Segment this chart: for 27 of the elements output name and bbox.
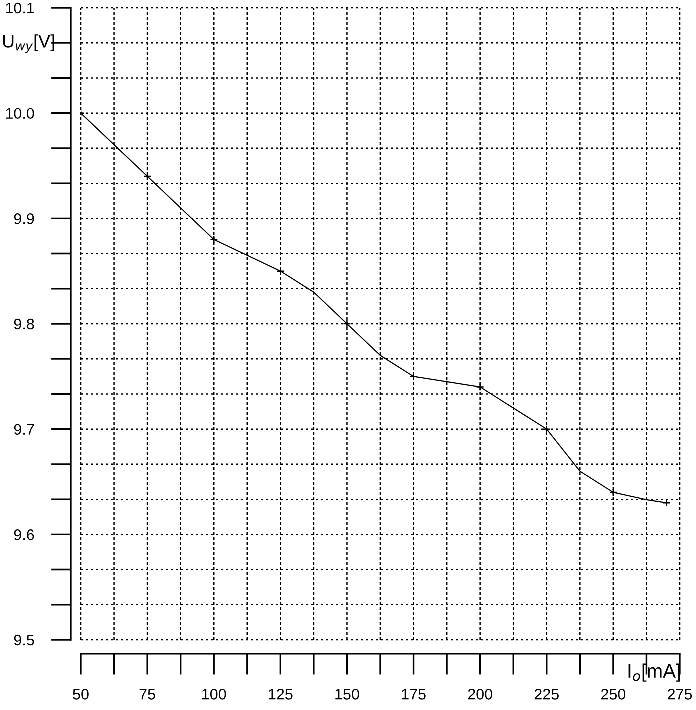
point <box>210 236 218 244</box>
x-tick-label: 150 <box>336 689 360 700</box>
y-axis-title: U$_{wy}$[V] <box>3 34 54 54</box>
x-tick-label: 50 <box>73 689 89 700</box>
point <box>143 172 152 181</box>
point <box>276 267 285 276</box>
point <box>609 488 618 497</box>
x-tick-label: 125 <box>269 689 293 700</box>
y-tick-label: 9.9 <box>14 214 34 224</box>
x-tick-label: 200 <box>468 689 492 700</box>
x-tick-label: 225 <box>534 689 559 700</box>
y-tick-label: 9.7 <box>14 424 34 436</box>
x-tick-label: 75 <box>140 689 156 700</box>
y-tick-label: 9.8 <box>14 318 34 330</box>
x-tick-label: 100 <box>202 689 226 700</box>
y-tick-label: 10.1 <box>6 2 34 14</box>
y-tick-label: 9.6 <box>14 530 34 540</box>
y-tick-label: 9.5 <box>14 634 34 646</box>
x-tick-label: 275 <box>668 689 692 700</box>
point <box>410 372 418 381</box>
point <box>343 320 352 328</box>
x-tick-label: 250 <box>601 689 626 700</box>
point <box>476 383 484 392</box>
x-axis-title: I$_{o}$[mA] <box>628 664 680 682</box>
point <box>542 425 551 434</box>
y-tick-label: 10.0 <box>6 108 34 120</box>
x-tick-label: 175 <box>402 689 426 700</box>
